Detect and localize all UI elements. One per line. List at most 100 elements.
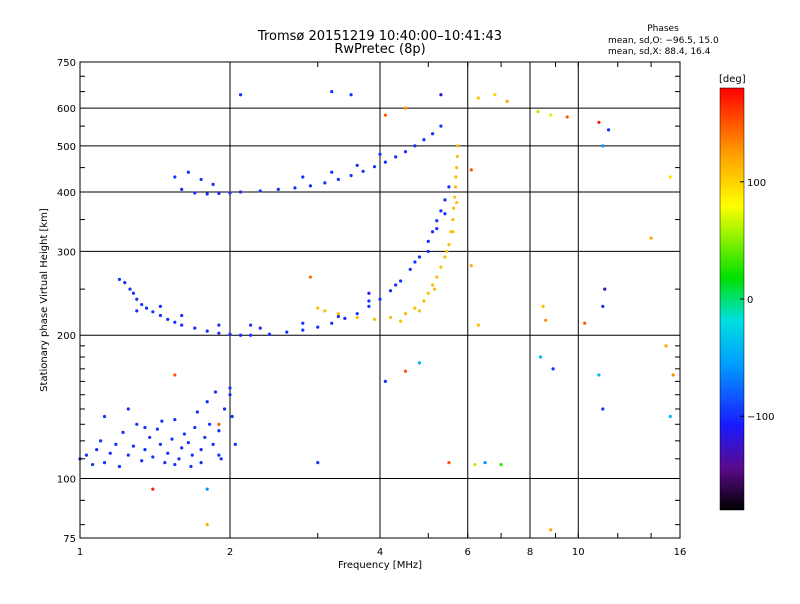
echo-point (394, 283, 398, 287)
echo-point (422, 299, 426, 303)
x-tick-label: 6 (465, 547, 471, 558)
echo-point (355, 163, 359, 167)
echo-point (367, 291, 371, 295)
echo-points (78, 89, 675, 532)
echo-point (177, 457, 181, 461)
echo-point (430, 230, 435, 234)
echo-point (121, 430, 125, 434)
echo-point (451, 230, 455, 234)
echo-point (186, 170, 190, 174)
echo-point (108, 451, 112, 455)
echo-point (249, 333, 253, 337)
echo-point (403, 369, 408, 373)
echo-point (476, 323, 480, 327)
colorbar-tick-label: 100 (747, 178, 766, 189)
echo-point (228, 191, 232, 195)
chart-subtitle: RwPretec (8p) (334, 42, 425, 57)
echo-point (601, 144, 605, 148)
echo-point (455, 200, 459, 205)
echo-point (285, 330, 289, 334)
echo-point (228, 393, 232, 397)
x-axis-title: Frequency [MHz] (338, 560, 422, 571)
x-tick-label: 4 (377, 547, 383, 558)
echo-point (664, 344, 668, 348)
echo-point (102, 414, 107, 419)
y-tick-label: 400 (57, 188, 76, 199)
echo-point (394, 155, 398, 159)
echo-point (189, 464, 193, 469)
echo-point (217, 191, 221, 196)
echo-point (316, 325, 320, 329)
echo-point (151, 455, 155, 459)
echo-point (155, 427, 160, 431)
echo-point (182, 432, 186, 436)
echo-point (383, 160, 387, 164)
echo-point (403, 312, 408, 316)
x-tick-label: 10 (572, 547, 585, 558)
echo-point (211, 442, 215, 446)
y-tick-label: 100 (57, 475, 76, 486)
echo-point (453, 195, 457, 199)
echo-point (606, 128, 611, 132)
x-tick-label: 2 (227, 547, 233, 558)
echo-point (378, 152, 382, 156)
echo-point (301, 175, 305, 179)
echo-point (403, 150, 408, 154)
echo-point (469, 168, 473, 172)
colorbar-tick-label: 0 (747, 295, 753, 306)
echo-point (378, 297, 382, 301)
echo-point (205, 523, 209, 527)
echo-point (336, 312, 340, 316)
echo-point (349, 93, 353, 97)
chart-title: Tromsø 20151219 10:40:00–10:41:43 (257, 29, 502, 44)
echo-point (603, 287, 607, 291)
echo-point (217, 331, 221, 335)
echo-point (601, 407, 605, 411)
echo-point (135, 309, 139, 313)
y-tick-label: 300 (57, 247, 76, 258)
echo-point (541, 304, 545, 308)
echo-point (258, 189, 262, 193)
echo-point (230, 414, 234, 419)
echo-point (131, 291, 136, 295)
echo-point (193, 191, 197, 195)
echo-point (95, 448, 99, 452)
echo-point (148, 435, 152, 440)
phase-stats-x: mean, sd,X: 88.4, 16.4 (608, 47, 711, 57)
echo-point (228, 332, 232, 336)
echo-point (207, 422, 212, 426)
echo-point (160, 419, 164, 423)
echo-point (135, 422, 139, 426)
echo-point (372, 317, 377, 321)
echo-point (170, 437, 174, 441)
echo-point (143, 425, 147, 430)
echo-point (316, 306, 320, 310)
echo-point (180, 313, 184, 318)
echo-point (435, 227, 439, 231)
echo-point (454, 175, 458, 179)
echo-point (323, 181, 327, 185)
echo-point (671, 373, 675, 377)
echo-point (336, 177, 340, 182)
echo-point (217, 453, 221, 457)
echo-point (323, 309, 327, 313)
echo-point (499, 462, 503, 467)
echo-point (413, 306, 417, 310)
echo-point (228, 386, 232, 390)
echo-point (330, 321, 334, 325)
echo-point (597, 120, 601, 124)
echo-point (403, 106, 408, 110)
phase-stats-o: mean, sd,O: −96.5, 15.0 (608, 36, 719, 46)
echo-point (123, 280, 127, 285)
echo-point (536, 110, 540, 114)
echo-point (186, 440, 190, 445)
echo-point (213, 390, 218, 394)
echo-point (205, 487, 209, 491)
echo-point (597, 373, 601, 377)
echo-point (330, 170, 334, 174)
echo-point (426, 239, 430, 243)
echo-point (453, 185, 458, 189)
echo-point (158, 442, 163, 446)
echo-point (135, 297, 139, 301)
